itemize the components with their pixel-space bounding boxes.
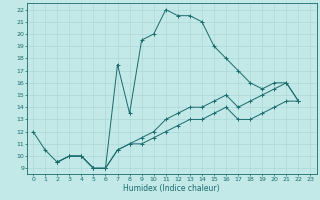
X-axis label: Humidex (Indice chaleur): Humidex (Indice chaleur) bbox=[124, 184, 220, 193]
